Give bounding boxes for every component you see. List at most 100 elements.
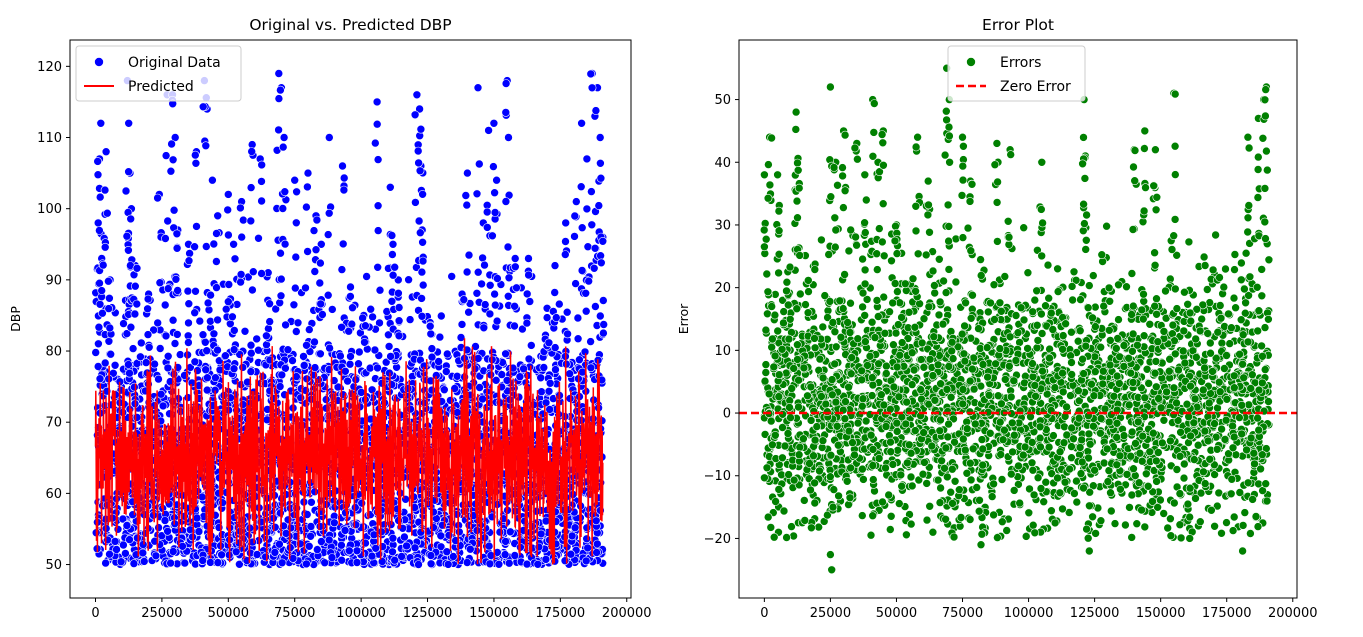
streak-point (373, 201, 383, 210)
streak-point (586, 69, 596, 79)
scatter-point (1230, 265, 1239, 274)
streak-point (192, 222, 201, 231)
streak-point (281, 320, 290, 330)
scatter-point (442, 547, 452, 557)
streak-point (512, 283, 521, 293)
streak-point (570, 232, 579, 241)
streak-point (276, 248, 285, 258)
streak-point (264, 324, 273, 333)
streak-point (201, 337, 210, 347)
scatter-point (478, 394, 487, 404)
streak-point (563, 329, 572, 339)
y-tick-label: 120 (37, 60, 62, 75)
scatter-point (337, 555, 347, 565)
streak-point (121, 186, 131, 196)
streak-point (325, 343, 334, 353)
streak-point (488, 231, 497, 241)
scatter-point (310, 487, 320, 497)
chart-2: 0 25000 50000 75000 100000 125000 150000 175000… (676, 16, 1318, 621)
outlier-point (510, 254, 520, 263)
scatter-point (306, 531, 315, 541)
scatter-point (494, 559, 504, 569)
scatter-point (817, 235, 826, 245)
y-tick-label: 70 (45, 416, 62, 431)
scatter-point (1159, 509, 1168, 518)
streak-point (172, 244, 182, 253)
outlier-point (571, 197, 581, 206)
scatter-point (129, 559, 139, 568)
scatter-point (885, 525, 895, 534)
scatter-point (366, 304, 376, 314)
scatter-point (317, 537, 326, 546)
scatter-point (443, 560, 453, 569)
streak-point (550, 288, 560, 297)
scatter-point (1210, 521, 1219, 531)
y-tick-label: 50 (45, 558, 62, 573)
scatter-point (1211, 230, 1220, 240)
scatter-point (1150, 260, 1160, 270)
streak-point (257, 160, 267, 170)
streak-point (599, 320, 609, 329)
streak-point (191, 286, 200, 296)
streak-point (461, 191, 471, 200)
streak-point (94, 339, 103, 349)
scatter-point (351, 520, 361, 530)
scatter-point (138, 540, 148, 549)
streak-point (184, 318, 193, 328)
streak-point (143, 294, 153, 304)
streak-point (596, 258, 606, 268)
scatter-point (1047, 506, 1056, 516)
streak-point (346, 292, 355, 301)
streak-point (485, 309, 495, 319)
scatter-point (277, 370, 287, 380)
streak-point (583, 242, 593, 251)
scatter-point (178, 541, 187, 551)
scatter-point (1114, 315, 1123, 324)
scatter-point (436, 531, 446, 541)
streak-point (418, 190, 427, 199)
outlier-point (290, 175, 300, 185)
streak-point (323, 290, 333, 300)
streak-point (394, 331, 404, 341)
scatter-point (240, 326, 250, 336)
outlier-point (412, 90, 422, 100)
scatter-point (340, 366, 350, 376)
scatter-point (1102, 221, 1111, 231)
streak-point (426, 329, 436, 339)
scatter-point (518, 324, 527, 334)
scatter-point (362, 272, 371, 281)
streak-point (173, 286, 182, 295)
streak-point (93, 170, 103, 179)
streak-point (596, 159, 605, 168)
scatter-point (402, 541, 411, 551)
scatter-point (906, 472, 916, 482)
streak-point (246, 216, 256, 226)
streak-point (130, 309, 140, 319)
scatter-point (110, 537, 120, 546)
streak-point (323, 230, 333, 239)
scatter-point (397, 552, 406, 561)
streak-point (309, 226, 319, 235)
scatter-point (475, 383, 484, 392)
streak-point (190, 242, 199, 251)
scatter-point (213, 558, 223, 567)
streak-point (560, 250, 570, 259)
streak-point (316, 299, 326, 309)
scatter-point (371, 543, 381, 553)
streak-point (417, 294, 426, 303)
streak-point (144, 342, 154, 352)
streak-point (163, 216, 172, 226)
scatter-point (184, 299, 194, 309)
streak-point (573, 313, 583, 323)
streak-point (160, 300, 170, 310)
streak-point (166, 166, 176, 176)
scatter-point (320, 558, 330, 568)
streak-point (213, 315, 222, 325)
scatter-point (110, 360, 120, 370)
scatter-point (119, 319, 128, 328)
streak-point (418, 238, 427, 247)
streak-point (224, 297, 233, 307)
streak-point (581, 288, 591, 298)
scatter-point (346, 352, 355, 361)
scatter-point (113, 524, 123, 534)
